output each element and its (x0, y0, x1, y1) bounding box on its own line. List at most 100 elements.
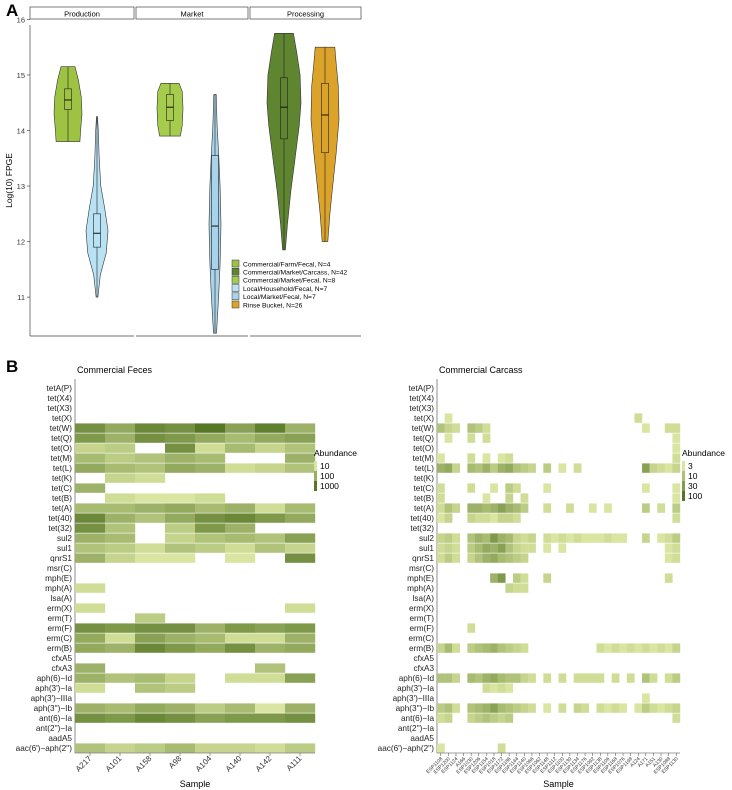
row-label-tet-b: tet(B) (52, 494, 72, 503)
heatmap-cell (105, 743, 136, 753)
heatmap-cell (255, 433, 286, 443)
heatmap-cell (642, 703, 650, 713)
heatmap-cell (75, 533, 106, 543)
heatmap-cell (437, 643, 445, 653)
heatmap-cell (505, 683, 514, 693)
heatmap-cell (285, 453, 316, 463)
heatmap-cell (490, 573, 498, 583)
legend-label-rinse-bucket-n-26: Rinse Bucket, N=26 (243, 302, 303, 309)
row-label-mph-e: mph(E) (45, 574, 72, 583)
heatmap-cell (672, 543, 681, 553)
heatmap-cell (528, 673, 536, 683)
heatmap-cell (444, 553, 453, 563)
legend-value-100: 100 (688, 491, 702, 501)
heatmap-cell (497, 453, 506, 463)
row-label-teta-p: tetA(P) (47, 384, 73, 393)
row-label-aph-3-ib: aph(3'')−Ib (34, 704, 73, 713)
heatmap-cell (467, 713, 476, 723)
y-tick-label: 13 (17, 182, 25, 191)
row-label-tet-l: tet(L) (53, 464, 72, 473)
heatmap-cell (672, 713, 681, 723)
row-label-ant-6-ia: ant(6)−Ia (401, 714, 434, 723)
heatmap-cell (165, 503, 196, 513)
heatmap-cell (482, 703, 491, 713)
heatmap-cell (105, 543, 136, 553)
heatmap-cell (285, 743, 316, 753)
legend-label-commercial-farm-fecal-n-4: Commercial/Farm/Fecal, N=4 (243, 261, 331, 268)
heatmap-cell (452, 533, 460, 543)
heatmap-title: Commercial Feces (77, 365, 153, 375)
heatmap-cell (255, 513, 286, 523)
heatmap-cell (437, 483, 445, 493)
heatmap-cell (135, 453, 166, 463)
row-label-tet-40: tet(40) (48, 514, 72, 523)
heatmap-cell (225, 713, 256, 723)
heatmap-cell (512, 483, 521, 493)
heatmap-cell (75, 503, 106, 513)
facet-label-production: Production (64, 10, 100, 19)
heatmap-cell (165, 703, 196, 713)
heatmap-cell (649, 463, 658, 473)
row-label-aph-3-ib: aph(3'')−Ib (396, 704, 435, 713)
heatmap-cell (135, 493, 166, 503)
legend-value-10: 10 (320, 461, 330, 471)
heatmap-cell (642, 423, 650, 433)
heatmap-cell (255, 713, 286, 723)
heatmap-cell (505, 533, 514, 543)
heatmap-cell (75, 623, 106, 633)
heatmap-cell (497, 553, 506, 563)
heatmap-cell (75, 583, 106, 593)
heatmap-cell (444, 433, 453, 443)
row-label-tet-q: tet(Q) (413, 434, 434, 443)
heatmap-x-axis-title: Sample (180, 779, 211, 789)
heatmap-title: Commercial Carcass (439, 365, 523, 375)
heatmap-commercial-carcass: Commercial CarcasstetA(P)tet(X4)tet(X3)t… (378, 365, 726, 789)
heatmap-cell (672, 463, 681, 473)
heatmap-cell (482, 503, 491, 513)
heatmap-cell (467, 513, 476, 523)
column-label-a158: A158 (134, 754, 154, 774)
heatmap-cell (672, 433, 681, 443)
heatmap-cell (437, 673, 445, 683)
heatmap-cell (135, 713, 166, 723)
heatmap-cell (558, 533, 567, 543)
heatmap-cell (588, 533, 597, 543)
heatmap-cell (642, 483, 650, 493)
box-rinse-bucket-n-26 (321, 83, 329, 154)
heatmap-cell (195, 433, 226, 443)
heatmap-cell (664, 643, 673, 653)
heatmap-cell (520, 643, 529, 653)
heatmap-cell (105, 523, 136, 533)
row-label-tet-x: tet(X) (52, 414, 72, 423)
heatmap-cell (528, 543, 536, 553)
heatmap-cell (512, 503, 521, 513)
row-label-sul1: sul1 (57, 544, 72, 553)
heatmap-cell (452, 423, 460, 433)
heatmap-cell (195, 633, 226, 643)
heatmap-cell (452, 553, 460, 563)
heatmap-cell (497, 713, 506, 723)
heatmap-cell (105, 673, 136, 683)
heatmap-cell (444, 513, 453, 523)
heatmap-cell (165, 713, 196, 723)
legend-title: Abundance (682, 448, 725, 458)
heatmap-cell (573, 673, 582, 683)
legend-swatch-100 (314, 471, 317, 481)
row-label-qnrs1: qnrS1 (412, 554, 434, 563)
heatmap-cell (165, 463, 196, 473)
column-label-a101: A101 (104, 754, 124, 774)
heatmap-cell (672, 423, 681, 433)
heatmap-cell (195, 743, 226, 753)
heatmap-cell (452, 543, 460, 553)
heatmap-cell (255, 463, 286, 473)
heatmap-cell (664, 463, 673, 473)
facet-label-processing: Processing (287, 10, 324, 19)
heatmap-cell (474, 673, 483, 683)
heatmap-cell (497, 743, 506, 753)
heatmap-cell (225, 443, 256, 453)
legend-title: Abundance (314, 448, 357, 458)
row-label-tet-m: tet(M) (51, 454, 73, 463)
legend-swatch-1000 (314, 481, 317, 491)
heatmap-cell (505, 463, 514, 473)
heatmap-cell (165, 543, 196, 553)
